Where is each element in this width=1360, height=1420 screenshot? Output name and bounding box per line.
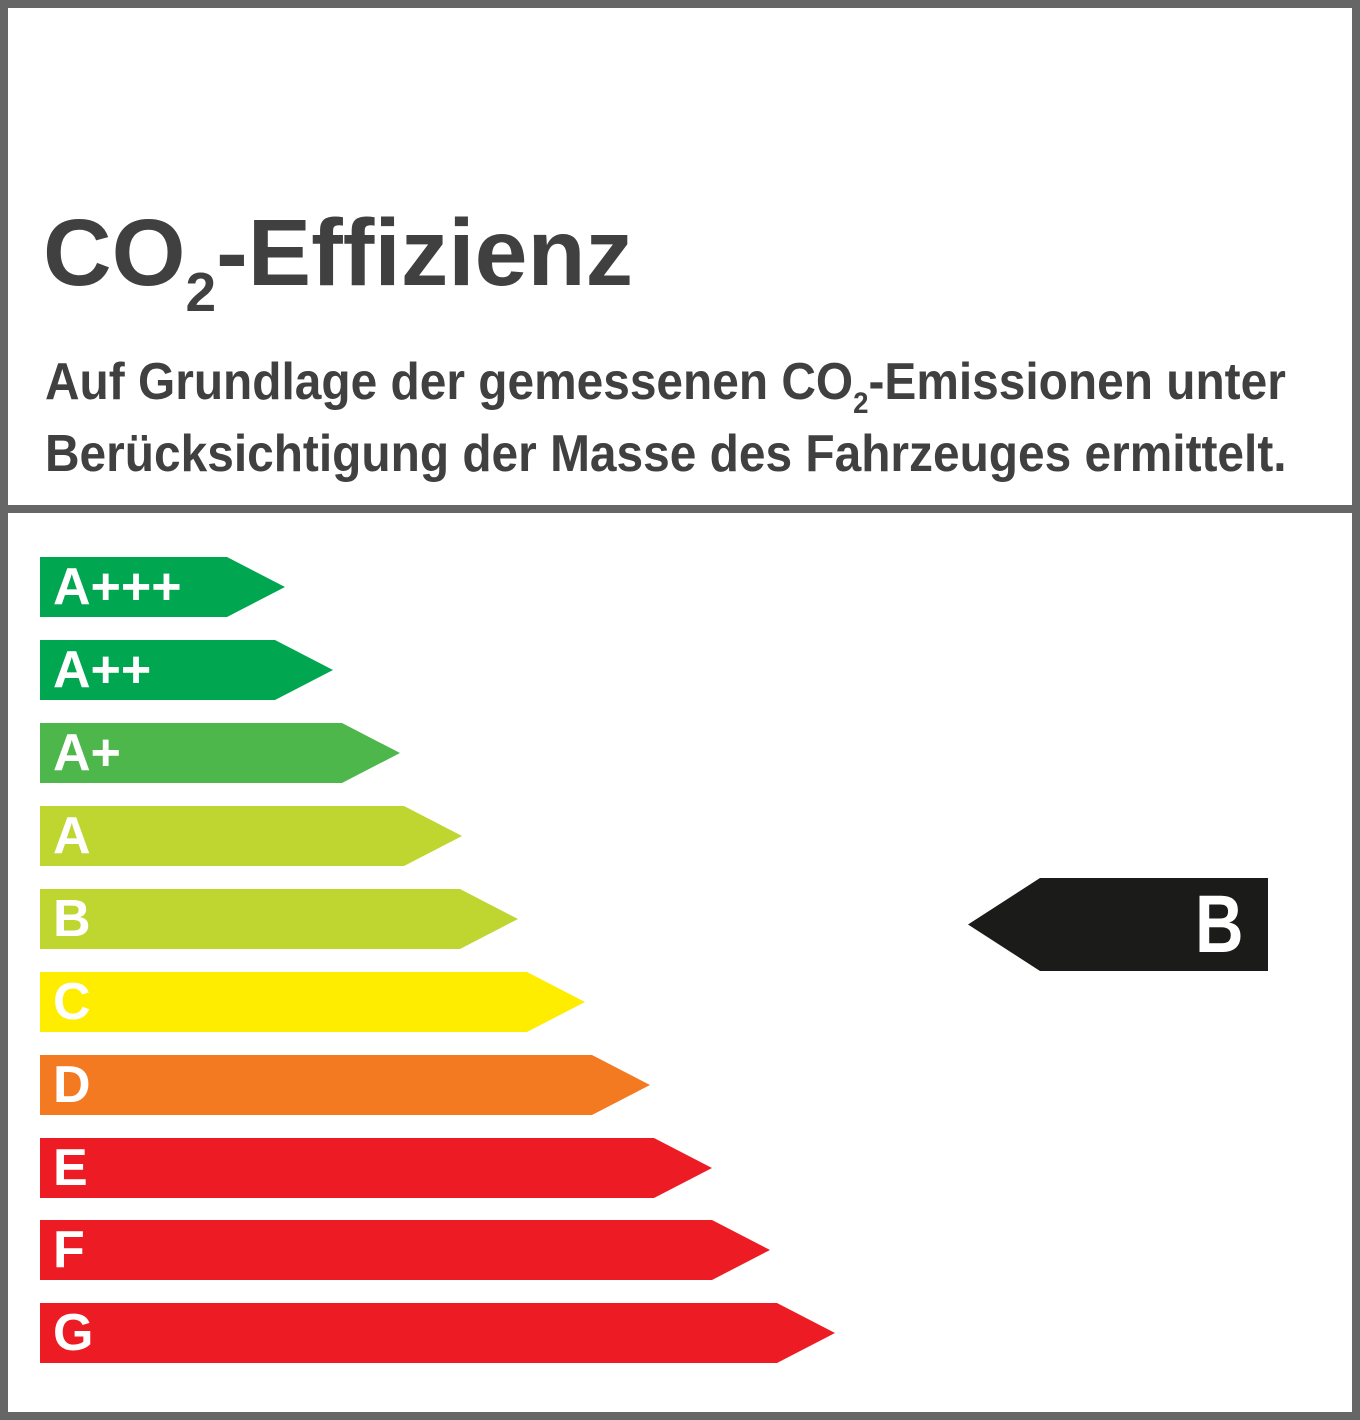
efficiency-bar-label: C [53,973,91,1031]
efficiency-bar-label: E [53,1139,88,1197]
efficiency-bar-label: A+ [53,724,121,782]
efficiency-bar: B [40,889,518,949]
subtitle-line-2: Berücksichtigung der Masse des Fahrzeuge… [45,425,1287,483]
efficiency-bar: A++ [40,640,333,700]
efficiency-bar: A+ [40,723,400,783]
efficiency-bar-label: D [53,1056,91,1114]
subtitle-line1-text-suffix: -Emissionen unter [868,353,1286,411]
efficiency-bar-label: A++ [53,641,152,699]
efficiency-bar-label: A [53,807,91,865]
efficiency-bar-label: G [53,1304,94,1362]
rating-arrow: B [968,878,1268,971]
efficiency-bar: A [40,806,462,866]
title-text-suffix: -Effizienz [216,199,634,306]
efficiency-bar-label: B [53,890,91,948]
efficiency-bar: C [40,972,585,1032]
efficiency-bar-label: F [53,1221,85,1279]
efficiency-bar: F [40,1220,770,1280]
efficiency-bar: A+++ [40,557,285,617]
title-text: CO [43,199,186,306]
efficiency-bar: E [40,1138,712,1198]
section-divider [8,505,1352,513]
efficiency-bar: D [40,1055,650,1115]
efficiency-bar: G [40,1303,835,1363]
subtitle-line-1: Auf Grundlage der gemessenen CO2-Emissio… [45,350,1287,422]
page-title: CO2-Effizienz [43,205,633,319]
subtitle: Auf Grundlage der gemessenen CO2-Emissio… [45,350,1287,486]
efficiency-bar-label: A+++ [53,558,182,616]
subtitle-line1-text: Auf Grundlage der gemessenen CO [45,353,854,411]
rating-letter: B [1194,878,1244,970]
subtitle-subscript: 2 [853,387,869,420]
title-subscript: 2 [185,260,217,323]
